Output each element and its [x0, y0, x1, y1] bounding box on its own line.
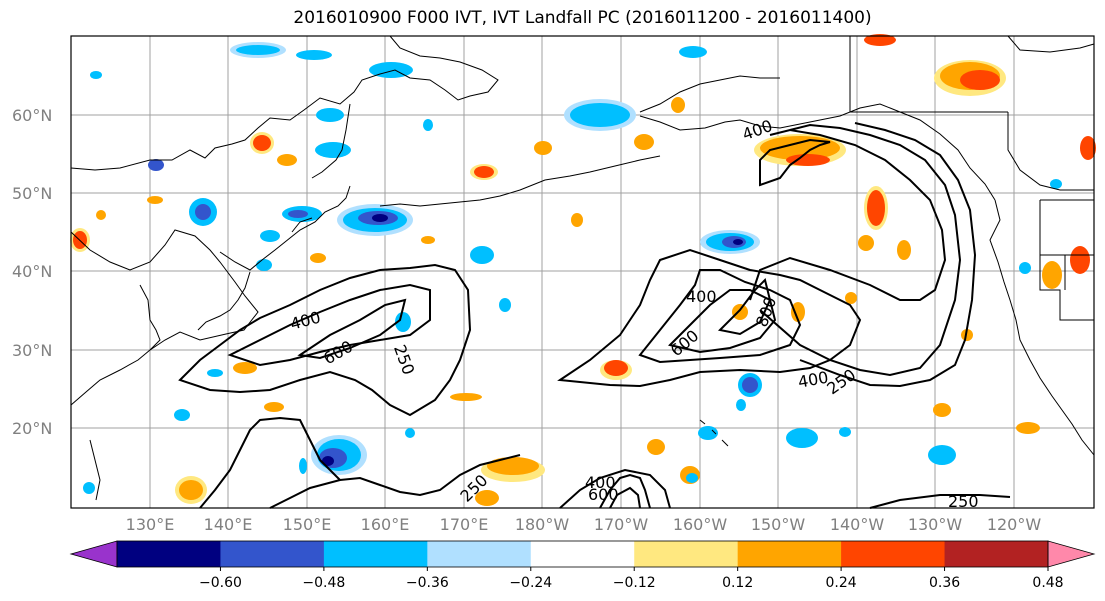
- lon-label: 150°W: [751, 515, 806, 534]
- lon-label: 130°W: [908, 515, 963, 534]
- colorbar-segment: [634, 541, 739, 567]
- lon-label: 180°W: [515, 515, 570, 534]
- lon-label: 170°W: [594, 515, 649, 534]
- contour-label: 400: [686, 287, 717, 306]
- lon-label: 140°W: [830, 515, 885, 534]
- lat-label: 60°N: [12, 106, 52, 125]
- colorbar: −0.60 −0.48 −0.36 −0.24 −0.12 0.12 0.24 0.36 0.4…: [69, 540, 1096, 591]
- map-title: 2016010900 F000 IVT, IVT Landfall PC (20…: [293, 8, 872, 28]
- colorbar-segment: [427, 541, 532, 567]
- colorbar-segments: [117, 541, 1049, 567]
- lon-label: 150°E: [283, 515, 332, 534]
- colorbar-tick-label: 0.48: [1032, 575, 1063, 591]
- longitude-labels: 130°E 140°E 150°E 160°E 170°E 180°W 170°…: [126, 515, 1042, 534]
- colorbar-segment: [530, 541, 635, 567]
- colorbar-extend-high: [1047, 540, 1096, 568]
- contour-label: 250: [948, 492, 979, 511]
- map-area: 400 600 250 400 600 800 400 250 400 250 …: [70, 34, 1096, 511]
- lat-label: 40°N: [12, 262, 52, 281]
- lon-label: 130°E: [126, 515, 175, 534]
- colorbar-extend-low: [69, 540, 118, 568]
- colorbar-segment: [117, 541, 221, 567]
- contour-label: 600: [588, 485, 619, 504]
- colorbar-segment: [220, 541, 325, 567]
- coastlines: [70, 35, 1095, 501]
- colorbar-segment: [323, 541, 428, 567]
- lat-label: 30°N: [12, 341, 52, 360]
- colorbar-tick-label: −0.60: [199, 575, 242, 591]
- colorbar-tick-label: −0.12: [613, 575, 656, 591]
- colorbar-ticks: −0.60 −0.48 −0.36 −0.24 −0.12 0.12 0.24 0.36 0.4…: [199, 567, 1064, 591]
- colorbar-segment: [841, 541, 946, 567]
- colorbar-tick-label: 0.36: [929, 575, 960, 591]
- latitude-labels: 60°N 50°N 40°N 30°N 20°N: [12, 106, 52, 438]
- lat-label: 50°N: [12, 184, 52, 203]
- colorbar-tick-label: 0.24: [826, 575, 857, 591]
- lon-label: 160°E: [361, 515, 410, 534]
- lon-label: 170°E: [440, 515, 489, 534]
- colorbar-segment: [737, 541, 842, 567]
- colorbar-tick-label: 0.12: [722, 575, 753, 591]
- lat-label: 20°N: [12, 419, 52, 438]
- colorbar-segment: [944, 541, 1049, 567]
- ivt-contours: [178, 122, 1011, 509]
- lon-label: 160°W: [673, 515, 728, 534]
- map-frame: [70, 35, 1095, 509]
- colorbar-tick-label: −0.24: [509, 575, 552, 591]
- contour-label: 400: [585, 473, 616, 492]
- lon-label: 140°E: [204, 515, 253, 534]
- colorbar-tick-label: −0.36: [406, 575, 449, 591]
- positive-pc-area: [70, 34, 1096, 506]
- lon-label: 120°W: [987, 515, 1042, 534]
- colorbar-frame: [116, 540, 1049, 568]
- colorbar-tick-label: −0.48: [302, 575, 345, 591]
